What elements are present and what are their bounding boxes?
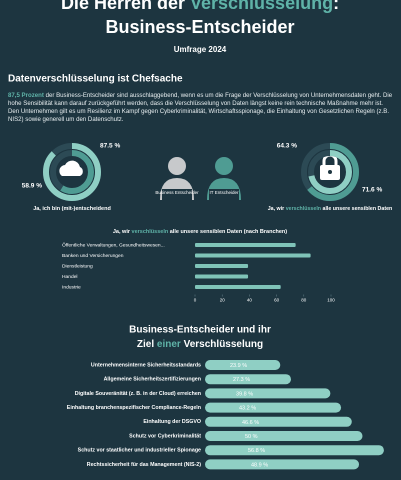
donut-label: 71.6 % [362,187,382,194]
donut-label: 58.9 % [22,183,42,190]
caption-part: Ja, wir [113,229,132,235]
category-label: Digitale Souveränität (z. B. in der Clou… [75,391,201,397]
category-label: Unternehmensinterne Sicherheitsstandards [91,362,201,368]
donut-label: 64.3 % [277,143,297,150]
bar [205,388,331,399]
category-label: Schutz vor staatlicher und industrieller… [78,448,201,454]
bar [195,285,281,289]
category-label: Allgemeine Sicherheitszertifizierungen [104,377,201,383]
x-tick-label: 100 [327,298,335,303]
bar [205,374,291,385]
cloud-icon [59,160,83,176]
bar [195,253,311,258]
section-heading: Datenverschlüsselung ist Chefsache [8,74,183,85]
caption-part: Verschlüsselung [184,339,263,350]
caption-part: verschlüsseln [286,206,321,212]
caption-part: einer [154,339,183,350]
category-label: Dienstleistung [62,263,93,269]
value-label: 48.9 % [251,462,268,468]
bar [205,445,384,456]
caption: Ja, wir verschlüsseln alle unsere sensib… [268,206,393,212]
intro-text: der Business-Entscheider sind ausschlagg… [8,92,393,123]
highlight: 87,5 Prozent [8,92,44,99]
x-tick-label: 20 [220,298,226,303]
donut-arc [301,143,359,201]
value-label: 43.2 % [239,406,256,412]
caption: Ziel einer Verschlüsselung [137,339,263,350]
bar [195,243,296,247]
caption-part: verschlüsseln [132,229,169,235]
x-tick-label: 60 [274,298,280,303]
title: Die Herren der Verschlüsselung: [61,0,339,13]
bar [205,459,360,470]
donut-arc [43,143,101,201]
caption-part: alle unsere sensiblen Daten [321,206,392,212]
category-label: Industrie [62,284,81,290]
category-label: Handel [62,274,78,280]
bar [205,416,352,427]
category-label: Schutz vor Cyberkriminalität [129,433,201,439]
title-part: : [333,0,339,13]
x-tick-label: 40 [247,298,253,303]
donut-arc [50,150,94,194]
business-icon [160,157,194,203]
intro-paragraph: 87,5 Prozent der Business-Entscheider si… [8,92,394,124]
bar [205,431,363,441]
survey: Umfrage 2024 [174,45,227,54]
caption-part: Ja, ich bin (mit-)entscheidend [33,206,111,212]
caption-part: Ja, wir [268,206,286,212]
x-tick-label: 80 [301,298,307,303]
x-tick-label: 0 [194,298,197,303]
value-label: 39.8 % [236,391,253,397]
value-label: 23.9 % [230,363,247,369]
category-label: Banken und Versicherungen [62,253,124,259]
category-label: Rechtssicherheit für das Management (NIS… [87,462,201,468]
category-label: Einhaltung der DSGVO [143,419,201,425]
chart-title: Business-Entscheider und ihr [129,325,271,336]
caption: Ja, wir verschlüsseln alle unsere sensib… [113,229,287,235]
bar [205,360,281,370]
subtitle: Business-Entscheider [105,17,294,37]
role-label: Business Entscheider [155,190,199,195]
value-label: 56.8 % [248,448,265,454]
category-label: Öffentliche Verwaltungen, Gesundheitswes… [62,241,165,248]
category-label: Einhaltung branchenspezifischer Complian… [67,405,201,411]
donut-arc [308,150,352,194]
value-label: 50 % [245,434,258,440]
lock-icon [320,153,340,180]
bar [205,402,342,413]
caption-part: alle unsere sensiblen Daten (nach Branch… [168,229,287,235]
donut-label: 87.5 % [100,143,120,150]
caption-part: Ziel [137,339,154,350]
title-part: Verschlüsselung [190,0,333,13]
title-part: Die Herren der [61,0,190,13]
caption: Ja, ich bin (mit-)entscheidend [33,206,111,212]
role-label: IT Entscheider [210,190,239,195]
it-icon [207,157,241,203]
bar [195,274,249,279]
value-label: 46.6 % [242,420,259,426]
value-label: 27.3 % [233,377,250,383]
bar [195,264,249,268]
